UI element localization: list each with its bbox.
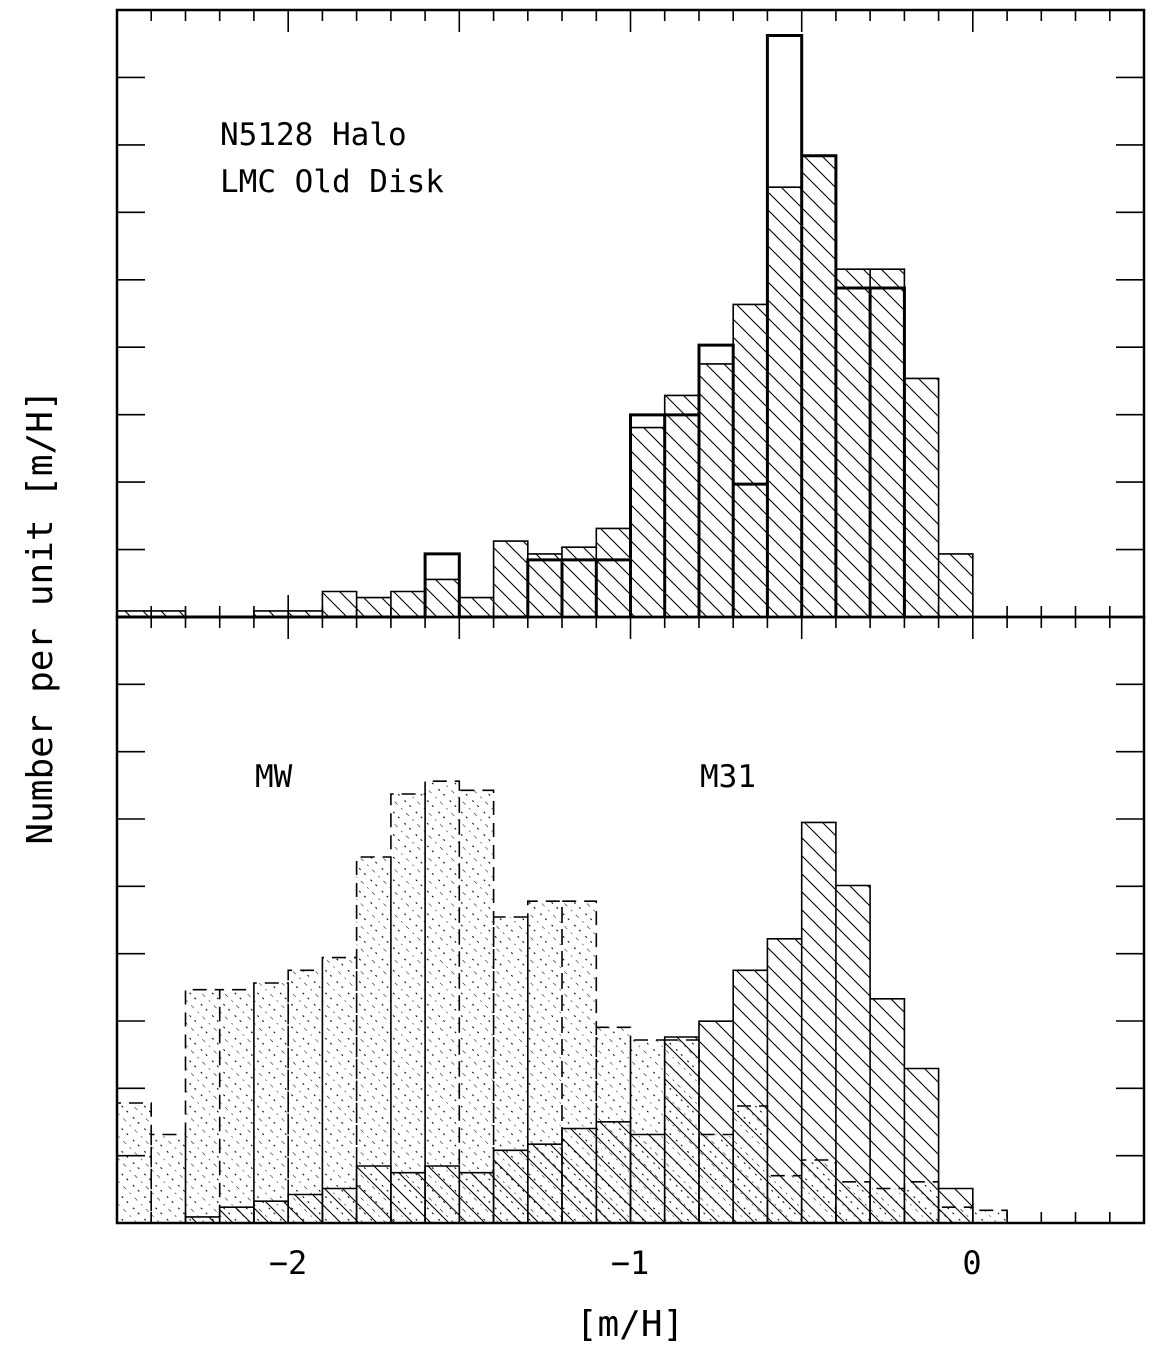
bottom-series-1-bar-0 [185,1216,220,1223]
bottom-series-0-bar-4 [253,983,289,1223]
top-series-0-bar-5 [288,610,323,617]
bottom-series-0-bar-8 [390,794,426,1223]
bottom-series-1-bar-18 [801,822,836,1223]
bottom-series-1-bar-15 [699,1021,734,1223]
top-hatched-bars [117,155,973,617]
bottom-series-1-bar-19 [835,885,871,1223]
bottom-series-1-bar-13 [630,1134,665,1223]
bottom-series-1-bar-14 [664,1037,699,1223]
panel-frames [115,8,1146,1225]
bottom-series-1-bar-22 [938,1188,973,1223]
bottom-series-1-bar-10 [527,1144,562,1223]
bottom-series-1-bar-4 [322,1188,357,1223]
top-series-0-bar-4 [253,610,289,617]
top-series-0-bar-13 [562,547,597,617]
bottom-series-1-bar-17 [767,938,802,1223]
bottom-series-0-bar-25 [972,1210,1007,1223]
bottom-series-1-bar-1 [219,1207,254,1223]
bottom-series-0-bar-1 [151,1134,186,1223]
bottom-series-0-bar-9 [425,781,460,1223]
bottom-panel: MW M31 [116,617,1144,1223]
bottom-series-1-bar-7 [425,1166,460,1223]
bottom-series-0-bar-6 [322,957,357,1223]
x-tick-label-minus-1: −1 [611,1244,650,1282]
bottom-axis-ticks [117,617,1144,1223]
top-series-0-bar-15 [630,427,665,617]
bottom-series-1-bar-8 [459,1172,494,1223]
top-series-0-bar-22 [870,269,905,617]
top-series-0-bar-20 [801,155,836,617]
bottom-series-1-bar-9 [493,1150,528,1223]
m31-label: M31 [700,759,756,795]
bottom-series-1-bar-20 [870,998,905,1223]
top-series-0-bar-0 [117,610,152,617]
bottom-series-1-bar-5 [356,1166,391,1223]
top-series-0-bar-18 [733,304,768,617]
top-series-0-bar-8 [390,591,426,617]
top-annotation-line-1: N5128 Halo [220,117,407,153]
x-tick-label-minus-2: −2 [269,1244,308,1282]
bottom-hatched-bars [117,781,1007,1223]
bottom-series-1-bar-2 [253,1201,289,1223]
top-series-0-bar-17 [699,363,734,617]
bottom-series-1-bar-12 [596,1121,631,1223]
top-series-0-bar-24 [938,553,973,617]
bottom-series-0-bar-7 [356,857,391,1223]
bottom-series-0-bar-2 [185,989,220,1223]
bottom-series-1-bar-3 [288,1194,323,1223]
top-axis-ticks [117,10,1144,617]
bottom-series-0-bar-10 [459,790,494,1223]
x-axis-label: [m/H] [576,1304,684,1345]
bottom-series-0-bar-0 [117,1103,152,1223]
top-series-0-bar-1 [151,610,186,617]
x-tick-label-0: 0 [962,1244,981,1282]
bottom-series-1-bar-11 [562,1128,597,1223]
top-series-0-bar-23 [904,378,939,617]
top-series-0-bar-21 [835,269,871,617]
bottom-series-0-bar-3 [219,989,254,1223]
top-series-0-bar-9 [425,579,460,617]
bottom-series-0-bar-5 [288,970,323,1223]
top-series-0-bar-19 [767,187,802,617]
bottom-series-1-bar-21 [904,1068,939,1223]
bottom-series-1-bar-16 [733,970,768,1223]
bottom-outline-bars [116,780,1008,1223]
y-axis-label: Number per unit [m/H] [20,389,61,844]
mw-label: MW [255,759,293,795]
top-series-0-bar-6 [322,591,357,617]
top-annotation-line-2: LMC Old Disk [220,164,444,200]
bottom-series-1-outline [184,821,974,1223]
top-series-0-bar-10 [459,597,494,617]
top-series-0-bar-12 [527,553,562,617]
top-series-0-bar-16 [664,395,699,617]
top-series-0-bar-14 [596,528,631,617]
top-panel: N5128 Halo LMC Old Disk [116,10,1144,619]
bottom-series-1-bar-6 [390,1172,426,1223]
x-tick-labels: −2 −1 0 [269,1244,982,1282]
bottom-panel-frame [115,615,1146,1225]
top-series-0-bar-7 [356,597,391,617]
top-series-0-bar-11 [493,541,528,617]
